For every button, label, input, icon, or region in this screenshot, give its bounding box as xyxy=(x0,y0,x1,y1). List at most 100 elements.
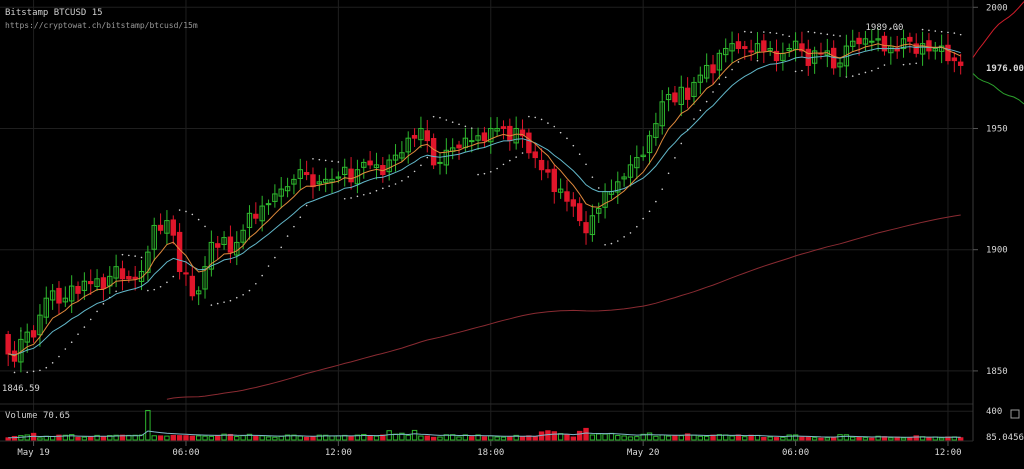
long-moving-average-line xyxy=(166,214,961,400)
psar-dot xyxy=(39,369,41,372)
candle xyxy=(107,266,113,295)
psar-dot xyxy=(496,167,498,170)
psar-dot xyxy=(515,156,517,158)
volume-bar xyxy=(742,436,748,441)
candle xyxy=(18,327,24,373)
candle xyxy=(348,157,354,190)
psar-dot xyxy=(718,83,721,86)
psar-dot xyxy=(286,235,289,237)
candle xyxy=(507,118,513,151)
candle xyxy=(164,210,170,245)
volume-bar xyxy=(405,434,411,441)
candle xyxy=(926,33,932,60)
candle xyxy=(297,158,303,190)
psar-dot xyxy=(902,63,905,66)
psar-dot xyxy=(769,31,771,34)
candle xyxy=(811,46,818,74)
chart-title: Bitstamp BTCUSD 15 xyxy=(5,8,103,18)
candle xyxy=(596,202,602,224)
psar-dot xyxy=(528,115,530,118)
volume-bar xyxy=(81,436,88,441)
candle xyxy=(316,174,323,191)
candle xyxy=(291,174,297,195)
psar-dot xyxy=(782,33,784,36)
psar-dot xyxy=(318,158,321,161)
psar-dot xyxy=(585,163,587,166)
psar-dot xyxy=(667,172,670,175)
candle xyxy=(234,231,240,266)
volume-bar xyxy=(297,435,303,441)
candle xyxy=(907,32,913,53)
volume-bar xyxy=(519,436,526,441)
psar-dot xyxy=(261,274,263,277)
candle xyxy=(202,256,208,299)
psar-dot xyxy=(763,31,765,33)
psar-dot xyxy=(636,225,638,228)
volume-bar xyxy=(348,435,354,441)
psar-dot xyxy=(864,71,867,74)
psar-dot xyxy=(356,195,359,198)
candle xyxy=(488,117,494,154)
psar-dot xyxy=(394,183,397,185)
psar-dot xyxy=(58,355,60,358)
candle xyxy=(183,260,189,286)
volume-bar xyxy=(170,434,176,441)
psar-dot xyxy=(597,187,600,189)
volume-bar xyxy=(208,435,215,441)
volume-settings-icon[interactable] xyxy=(1010,409,1020,419)
volume-bar xyxy=(576,430,583,441)
volume-bar xyxy=(532,435,538,441)
volume-bar xyxy=(424,435,430,441)
volume-bar xyxy=(88,436,94,441)
candle xyxy=(30,325,37,343)
volume-bar xyxy=(11,435,18,441)
psar-dot xyxy=(839,35,841,37)
volume-bar xyxy=(418,435,424,441)
candle xyxy=(272,184,278,208)
volume-bar xyxy=(157,435,164,441)
psar-dot xyxy=(699,109,702,112)
volume-bar xyxy=(176,435,183,441)
volume-bar xyxy=(113,434,119,441)
candle xyxy=(513,116,519,150)
candle xyxy=(957,53,964,75)
psar-dot xyxy=(147,289,149,292)
candle xyxy=(564,179,570,212)
psar-dot xyxy=(731,68,733,71)
candle xyxy=(392,144,399,172)
volume-bar xyxy=(227,433,234,441)
candle xyxy=(602,183,608,219)
psar-dot xyxy=(172,275,175,278)
psar-dot xyxy=(140,256,143,259)
volume-bar xyxy=(653,435,659,441)
volume-bar xyxy=(107,435,113,441)
candle xyxy=(424,119,430,153)
psar-dot xyxy=(934,30,937,32)
psar-dot xyxy=(521,152,524,154)
psar-dot xyxy=(674,157,676,159)
psar-dot xyxy=(858,73,860,76)
psar-dot xyxy=(445,119,448,121)
candle xyxy=(310,167,316,199)
candle xyxy=(729,31,735,63)
volume-bar xyxy=(583,427,589,441)
psar-dot xyxy=(407,176,410,178)
volume-bar xyxy=(792,434,799,441)
psar-dot xyxy=(32,370,35,373)
psar-dot xyxy=(191,213,194,216)
volume-label-name: Volume xyxy=(5,411,38,421)
volume-bar xyxy=(805,436,811,441)
candle xyxy=(665,87,672,112)
psar-dot xyxy=(26,371,29,374)
psar-dot xyxy=(115,290,117,293)
candle xyxy=(475,127,481,150)
psar-dot xyxy=(324,159,327,162)
volume-bar xyxy=(697,435,704,441)
candle xyxy=(5,330,11,367)
volume-label: Volume 70.65 xyxy=(5,411,70,421)
psar-dot xyxy=(737,61,740,63)
psar-dot xyxy=(210,304,213,306)
psar-dot xyxy=(121,253,124,256)
psar-dot xyxy=(693,118,695,120)
time-axis: May 19 06:00 12:00 18:00 May 20 06:00 12:00 xyxy=(17,441,962,458)
